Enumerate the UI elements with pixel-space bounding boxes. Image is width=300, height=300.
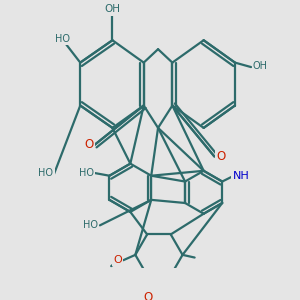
Text: OH: OH (104, 4, 120, 14)
Text: HO: HO (79, 168, 94, 178)
Text: O: O (113, 255, 122, 265)
Text: HO: HO (38, 168, 53, 178)
Text: O: O (144, 291, 153, 300)
Text: O: O (85, 138, 94, 152)
Text: NH: NH (232, 171, 249, 181)
Text: O: O (217, 150, 226, 163)
Text: HO: HO (55, 34, 70, 44)
Text: OH: OH (253, 61, 268, 71)
Text: HO: HO (83, 220, 98, 230)
